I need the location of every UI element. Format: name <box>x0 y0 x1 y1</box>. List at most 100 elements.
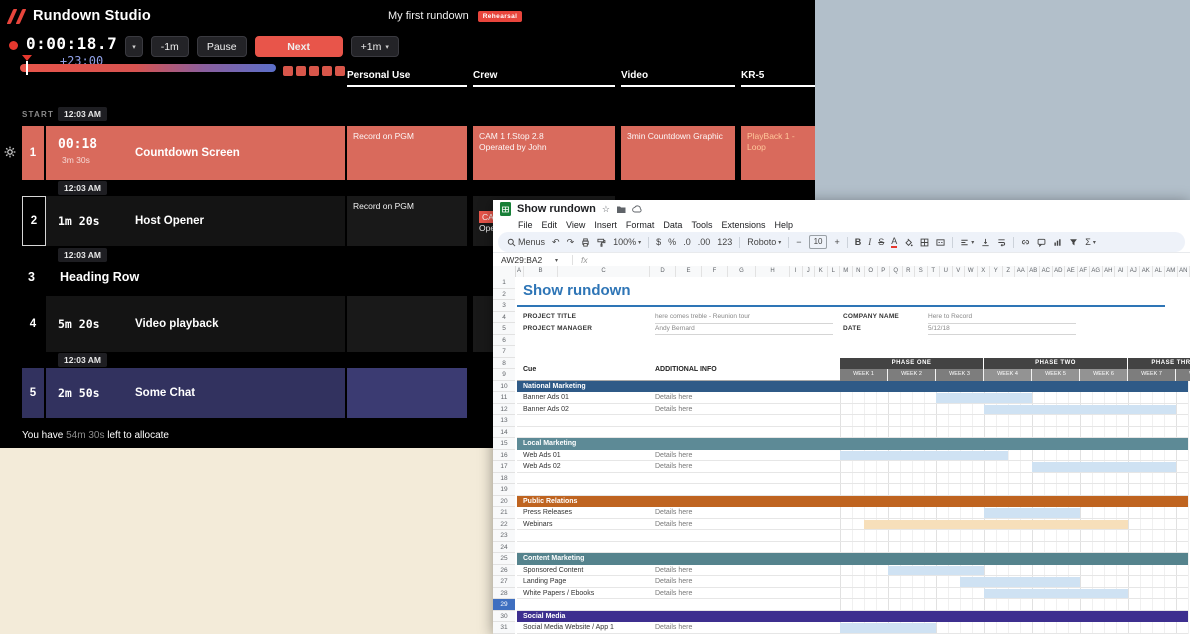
row-header-4[interactable]: 4 <box>493 312 515 323</box>
gantt-bar[interactable] <box>1032 462 1176 472</box>
gear-icon[interactable] <box>4 146 16 158</box>
horizontal-align-icon[interactable]: ▾ <box>960 238 974 247</box>
row-header-6[interactable]: 6 <box>493 335 515 346</box>
next-button[interactable]: Next <box>254 36 343 57</box>
cue-cell[interactable]: Banner Ads 01 <box>523 394 569 401</box>
cue-cell[interactable]: Press Releases <box>523 509 573 516</box>
sheets-logo-icon[interactable] <box>500 202 511 216</box>
phase-header[interactable]: PHASE TWO <box>984 357 1128 369</box>
info-cell[interactable]: Details here <box>655 624 693 631</box>
column-header-AE[interactable]: AE <box>1065 266 1078 277</box>
cue-cell[interactable]: Webinars <box>523 520 553 528</box>
row-header-16[interactable]: 16 <box>493 450 515 461</box>
row-header-12[interactable]: 12 <box>493 404 515 415</box>
row-header-20[interactable]: 20 <box>493 496 515 507</box>
row-header-2[interactable]: 2 <box>493 289 515 300</box>
column-header-AB[interactable]: AB <box>1028 266 1040 277</box>
column-header-R[interactable]: R <box>903 266 915 277</box>
column-header-O[interactable]: O <box>865 266 878 277</box>
filter-icon[interactable] <box>1069 238 1078 247</box>
document-title[interactable]: Show rundown <box>517 203 596 215</box>
cell-personal-use[interactable]: Record on PGM <box>347 196 467 246</box>
column-header-AD[interactable]: AD <box>1053 266 1065 277</box>
insert-comment-icon[interactable] <box>1037 238 1046 247</box>
italic-icon[interactable]: I <box>868 237 872 247</box>
week-header[interactable]: WEEK 3 <box>936 369 984 381</box>
menu-help[interactable]: Help <box>774 220 793 230</box>
column-header-AF[interactable]: AF <box>1078 266 1090 277</box>
column-header-B[interactable]: B <box>524 266 558 277</box>
gantt-bar[interactable] <box>864 519 1128 529</box>
info-cell[interactable]: Details here <box>655 394 693 401</box>
strikethrough-icon[interactable]: S <box>878 237 885 247</box>
column-header-video[interactable]: Video <box>621 70 735 87</box>
cue-cell[interactable]: Social Media Website / App 1 <box>523 624 614 631</box>
cue-cell[interactable]: White Papers / Ebooks <box>523 589 595 597</box>
gantt-bar[interactable] <box>840 450 1008 460</box>
vertical-align-icon[interactable] <box>981 238 990 247</box>
font-size-input[interactable]: 10 <box>808 235 828 249</box>
cue-cell[interactable]: Web Ads 01 <box>523 451 561 459</box>
company-name-value[interactable]: Here to Record <box>928 313 973 320</box>
row-header-23[interactable]: 23 <box>493 530 515 542</box>
column-header-AN[interactable]: AN <box>1178 266 1190 277</box>
gantt-bar[interactable] <box>960 577 1080 587</box>
row-header-9[interactable]: 9 <box>493 369 515 381</box>
column-header-H[interactable]: H <box>756 266 790 277</box>
plus-1m-button[interactable]: +1m ▾ <box>350 36 399 57</box>
column-header-D[interactable]: D <box>650 266 676 277</box>
menu-tools[interactable]: Tools <box>691 220 713 230</box>
column-header-S[interactable]: S <box>915 266 928 277</box>
pause-button[interactable]: Pause <box>196 36 247 57</box>
row-main-cell[interactable]: 5m 20s Video playback <box>46 296 345 352</box>
row-main-cell[interactable]: 1m 20s Host Opener <box>46 196 345 246</box>
cue-cell[interactable]: Sponsored Content <box>523 566 584 574</box>
playhead-marker-icon[interactable] <box>22 55 32 66</box>
cue-cell[interactable]: Landing Page <box>523 578 567 585</box>
menu-file[interactable]: File <box>518 220 533 230</box>
bold-icon[interactable]: B <box>854 237 862 247</box>
star-icon[interactable]: ☆ <box>601 203 610 214</box>
column-header-W[interactable]: W <box>965 266 978 277</box>
column-header-P[interactable]: P <box>878 266 890 277</box>
text-color-icon[interactable]: A <box>891 235 898 248</box>
column-header-Q[interactable]: Q <box>890 266 903 277</box>
column-header-I[interactable]: I <box>790 266 803 277</box>
column-header-AK[interactable]: AK <box>1140 266 1153 277</box>
section-header-row[interactable]: Public Relations <box>517 495 1188 507</box>
zoom-select[interactable]: 100% ▾ <box>613 237 642 247</box>
column-header-AC[interactable]: AC <box>1040 266 1053 277</box>
rundown-row-3-heading[interactable]: 3 Heading Row <box>0 262 815 292</box>
info-cell[interactable]: Details here <box>655 463 693 470</box>
column-header-L[interactable]: L <box>828 266 840 277</box>
row-header-19[interactable]: 19 <box>493 484 515 496</box>
info-cell[interactable]: Details here <box>655 578 693 585</box>
spreadsheet-grid[interactable]: Show rundown PROJECT TITLE here comes tr… <box>515 277 1190 634</box>
row-header-15[interactable]: 15 <box>493 438 515 450</box>
menu-data[interactable]: Data <box>663 220 683 230</box>
gantt-bar[interactable] <box>840 623 936 633</box>
column-header-AH[interactable]: AH <box>1103 266 1115 277</box>
rundown-row-5[interactable]: 5 2m 50s Some Chat <box>0 368 815 418</box>
row-header-21[interactable]: 21 <box>493 507 515 519</box>
rundown-progress-bar[interactable] <box>20 55 276 75</box>
gantt-bar[interactable] <box>984 588 1128 598</box>
column-header-U[interactable]: U <box>940 266 953 277</box>
row-main-cell[interactable]: 00:18 3m 30s Countdown Screen <box>46 126 345 180</box>
paint-format-icon[interactable] <box>597 238 606 247</box>
menu-format[interactable]: Format <box>625 220 655 230</box>
cue-cell[interactable]: Banner Ads 02 <box>523 405 569 413</box>
cell-personal-use[interactable] <box>347 296 467 352</box>
column-header-K[interactable]: K <box>815 266 828 277</box>
column-header-kr5[interactable]: KR-5 <box>741 70 815 87</box>
menu-insert[interactable]: Insert <box>594 220 617 230</box>
info-cell[interactable]: Details here <box>655 451 693 459</box>
row-header-30[interactable]: 30 <box>493 611 515 622</box>
row-header-11[interactable]: 11 <box>493 392 515 404</box>
gantt-bar[interactable] <box>984 508 1080 518</box>
project-title-value[interactable]: here comes treble - Reunion tour <box>655 313 751 320</box>
column-header-AJ[interactable]: AJ <box>1128 266 1140 277</box>
row-header-26[interactable]: 26 <box>493 565 515 576</box>
info-cell[interactable]: Details here <box>655 520 693 528</box>
info-cell[interactable]: Details here <box>655 566 693 574</box>
